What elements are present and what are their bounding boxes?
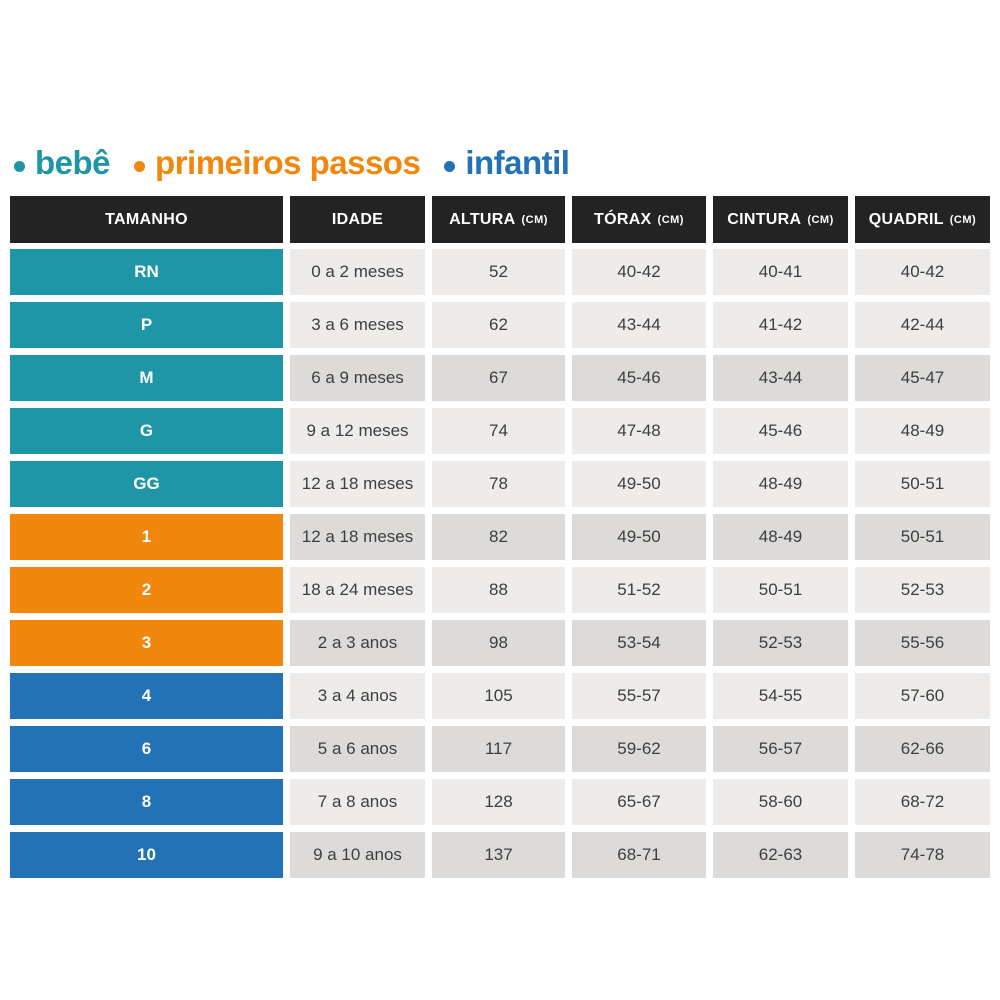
column-header-cintura: CINTURA (CM) [713,196,848,243]
size-cell: 1 [10,514,283,560]
waist-cell: 52-53 [713,620,848,666]
age-cell: 2 a 3 anos [290,620,425,666]
size-cell: 2 [10,567,283,613]
height-cell: 74 [432,408,565,454]
column-header-unit: (CM) [949,213,977,226]
hip-cell: 68-72 [855,779,990,825]
legend-label-infantil: infantil [465,144,570,181]
height-cell: 137 [432,832,565,878]
hip-cell: 50-51 [855,461,990,507]
waist-cell: 48-49 [713,514,848,560]
chest-cell: 45-46 [572,355,706,401]
size-cell: P [10,302,283,348]
column-header-unit: (CM) [657,213,684,226]
hip-cell: 62-66 [855,726,990,772]
waist-cell: 43-44 [713,355,848,401]
waist-cell: 45-46 [713,408,848,454]
waist-cell: 54-55 [713,673,848,719]
size-table: TAMANHO IDADE ALTURA (CM) TÓRAX (CM) CINTU… [10,196,990,878]
size-cell: M [10,355,283,401]
chest-cell: 68-71 [572,832,706,878]
hip-cell: 57-60 [855,673,990,719]
chest-cell: 43-44 [572,302,706,348]
age-cell: 12 a 18 meses [290,461,425,507]
legend-label-bebe: bebê [35,144,111,181]
legend-label-primeiros-passos: primeiros passos [155,144,421,181]
size-cell: G [10,408,283,454]
height-cell: 78 [432,461,565,507]
column-header-torax: TÓRAX (CM) [572,196,706,243]
column-header-altura: ALTURA (CM) [432,196,565,243]
waist-cell: 40-41 [713,249,848,295]
size-cell: GG [10,461,283,507]
column-header-idade: IDADE [290,196,425,243]
column-header-label: TAMANHO [105,210,188,228]
chest-cell: 53-54 [572,620,706,666]
waist-cell: 41-42 [713,302,848,348]
legend-item-bebe: bebê [14,144,111,182]
legend-item-primeiros-passos: primeiros passos [134,144,421,182]
waist-cell: 50-51 [713,567,848,613]
hip-cell: 48-49 [855,408,990,454]
legend-item-infantil: infantil [444,144,570,182]
column-header-label: QUADRIL [868,210,944,228]
size-cell: 3 [10,620,283,666]
hip-cell: 50-51 [855,514,990,560]
chest-cell: 51-52 [572,567,706,613]
hip-cell: 52-53 [855,567,990,613]
waist-cell: 62-63 [713,832,848,878]
hip-cell: 42-44 [855,302,990,348]
column-header-tamanho: TAMANHO [10,196,283,243]
chest-cell: 47-48 [572,408,706,454]
bullet-icon [14,160,25,172]
chest-cell: 49-50 [572,461,706,507]
size-cell: RN [10,249,283,295]
column-header-unit: (CM) [807,213,834,226]
height-cell: 52 [432,249,565,295]
height-cell: 82 [432,514,565,560]
age-cell: 5 a 6 anos [290,726,425,772]
bullet-icon [134,160,146,172]
size-cell: 6 [10,726,283,772]
size-cell: 10 [10,832,283,878]
waist-cell: 56-57 [713,726,848,772]
height-cell: 88 [432,567,565,613]
bullet-icon [444,160,456,172]
chest-cell: 65-67 [572,779,706,825]
hip-cell: 45-47 [855,355,990,401]
column-header-label: TÓRAX [594,210,652,228]
waist-cell: 58-60 [713,779,848,825]
age-cell: 9 a 12 meses [290,408,425,454]
column-header-label: ALTURA [449,210,516,228]
column-header-label: IDADE [331,210,384,228]
age-cell: 6 a 9 meses [290,355,425,401]
age-cell: 3 a 4 anos [290,673,425,719]
chest-cell: 49-50 [572,514,706,560]
age-cell: 3 a 6 meses [290,302,425,348]
hip-cell: 74-78 [855,832,990,878]
height-cell: 62 [432,302,565,348]
height-cell: 98 [432,620,565,666]
size-group-legend: bebê primeiros passos infantil [14,144,570,182]
age-cell: 0 a 2 meses [290,249,425,295]
chest-cell: 55-57 [572,673,706,719]
chest-cell: 40-42 [572,249,706,295]
column-header-quadril: QUADRIL (CM) [855,196,990,243]
column-header-unit: (CM) [521,213,548,226]
hip-cell: 40-42 [855,249,990,295]
height-cell: 67 [432,355,565,401]
chest-cell: 59-62 [572,726,706,772]
age-cell: 12 a 18 meses [290,514,425,560]
age-cell: 18 a 24 meses [290,567,425,613]
hip-cell: 55-56 [855,620,990,666]
height-cell: 105 [432,673,565,719]
size-cell: 8 [10,779,283,825]
age-cell: 7 a 8 anos [290,779,425,825]
height-cell: 117 [432,726,565,772]
column-header-label: CINTURA [727,210,802,228]
height-cell: 128 [432,779,565,825]
waist-cell: 48-49 [713,461,848,507]
size-cell: 4 [10,673,283,719]
age-cell: 9 a 10 anos [290,832,425,878]
